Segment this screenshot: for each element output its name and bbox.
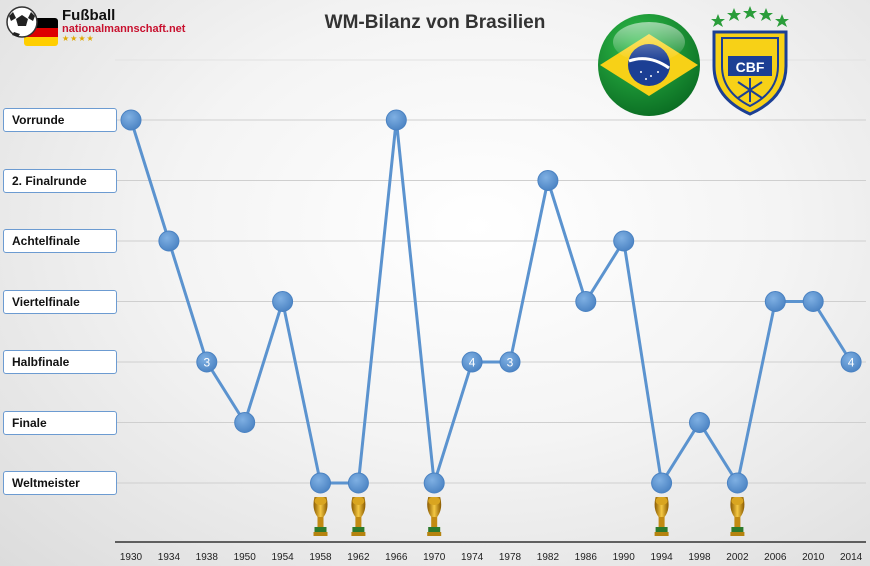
data-point-1970 bbox=[423, 472, 445, 494]
trophy-icon-2002 bbox=[730, 497, 745, 536]
data-point-1974 bbox=[461, 351, 483, 373]
data-point-2002 bbox=[726, 472, 748, 494]
data-point-1998 bbox=[689, 412, 710, 433]
data-point-1978 bbox=[499, 351, 521, 373]
data-point-1950 bbox=[234, 412, 256, 433]
logo-text-line2: nationalmannschaft.net bbox=[62, 23, 186, 35]
logo-text-line1: Fußball bbox=[62, 7, 116, 24]
series-line bbox=[129, 119, 853, 488]
logo-stars: ★★★★ bbox=[62, 34, 95, 43]
data-point-1962 bbox=[347, 472, 369, 494]
x-tick-1958: 1958 bbox=[309, 552, 332, 563]
x-tick-1950: 1950 bbox=[234, 552, 257, 563]
x-tick-1974: 1974 bbox=[461, 552, 484, 563]
point-label-1978: 3 bbox=[507, 356, 514, 370]
y-label-weltmeister: Weltmeister bbox=[3, 471, 117, 495]
trophy-icon-1958 bbox=[313, 497, 328, 536]
data-point-1930 bbox=[120, 109, 142, 131]
data-point-1990 bbox=[613, 230, 635, 252]
trophy-icon-1994 bbox=[654, 497, 669, 536]
brazil-flag-icon bbox=[598, 14, 700, 116]
point-label-1938: 3 bbox=[203, 356, 210, 370]
data-point-1986 bbox=[575, 291, 597, 312]
y-label-achtelfinale: Achtelfinale bbox=[3, 229, 117, 253]
x-tick-1954: 1954 bbox=[271, 552, 294, 563]
data-point-1982 bbox=[537, 170, 559, 191]
x-tick-1998: 1998 bbox=[688, 552, 711, 563]
data-point-1934 bbox=[158, 230, 180, 252]
data-point-1938 bbox=[196, 351, 218, 373]
data-point-1954 bbox=[272, 291, 294, 312]
y-label-viertelfinale: Viertelfinale bbox=[3, 289, 117, 314]
y-label-halbfinale: Halbfinale bbox=[3, 350, 117, 374]
data-point-1966 bbox=[385, 109, 407, 131]
data-point-2014 bbox=[840, 351, 862, 373]
x-tick-1994: 1994 bbox=[650, 552, 673, 563]
crest-text: CBF bbox=[736, 59, 765, 75]
y-label-finale: Finale bbox=[3, 410, 117, 435]
x-tick-2014: 2014 bbox=[840, 552, 863, 563]
y-label-vorrunde: Vorrunde bbox=[3, 108, 117, 132]
data-point-1994 bbox=[651, 472, 673, 494]
x-tick-2006: 2006 bbox=[764, 552, 787, 563]
point-label-1974: 4 bbox=[469, 356, 476, 370]
trophy-icon-1970 bbox=[427, 497, 442, 536]
x-tick-1934: 1934 bbox=[158, 552, 181, 563]
data-point-2010 bbox=[802, 291, 824, 312]
x-tick-1978: 1978 bbox=[499, 552, 522, 563]
site-logo: Fußball nationalmannschaft.net ★★★★ bbox=[4, 4, 204, 48]
point-label-2014: 4 bbox=[848, 356, 855, 370]
data-point-1958 bbox=[310, 472, 331, 494]
x-tick-1966: 1966 bbox=[385, 552, 408, 563]
data-point-2006 bbox=[764, 291, 786, 312]
chart-title: WM-Bilanz von Brasilien bbox=[324, 12, 546, 33]
trophy-icon-1962 bbox=[351, 497, 366, 536]
y-label-2-finalrunde: 2. Finalrunde bbox=[3, 168, 117, 193]
football-icon bbox=[6, 6, 58, 46]
x-tick-1986: 1986 bbox=[575, 552, 598, 563]
x-tick-1930: 1930 bbox=[120, 552, 143, 563]
x-tick-1962: 1962 bbox=[347, 552, 370, 563]
cbf-crest-icon: CBF bbox=[711, 6, 789, 116]
x-tick-1982: 1982 bbox=[537, 552, 560, 563]
x-tick-1990: 1990 bbox=[613, 552, 636, 563]
x-tick-1970: 1970 bbox=[423, 552, 446, 563]
x-tick-1938: 1938 bbox=[196, 552, 219, 563]
x-tick-2010: 2010 bbox=[802, 552, 825, 563]
x-tick-2002: 2002 bbox=[726, 552, 749, 563]
